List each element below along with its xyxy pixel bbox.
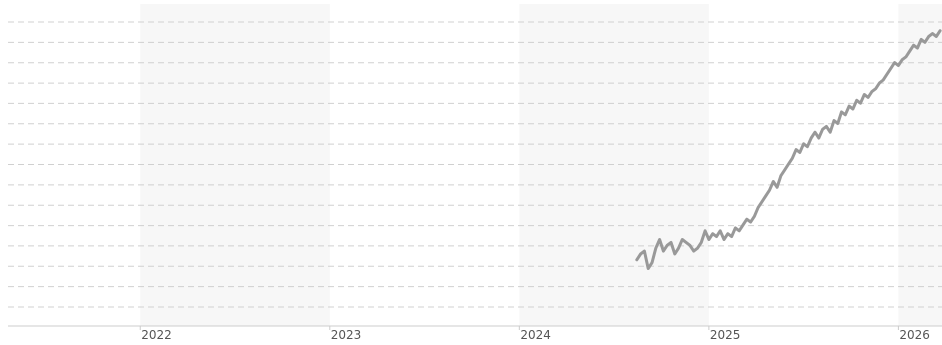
x-axis-ticks: 2022 2023 2024 2025 2026 (139, 326, 930, 342)
x-tick-label: 2025 (710, 328, 741, 342)
x-tick-label: 2022 (141, 328, 172, 342)
horizontal-gridlines (8, 21, 942, 308)
series-layer (635, 29, 942, 270)
x-tick-label: 2026 (899, 328, 930, 342)
x-tick-label: 2024 (520, 328, 551, 342)
series-line (635, 29, 942, 270)
x-tick-label: 2023 (331, 328, 362, 342)
